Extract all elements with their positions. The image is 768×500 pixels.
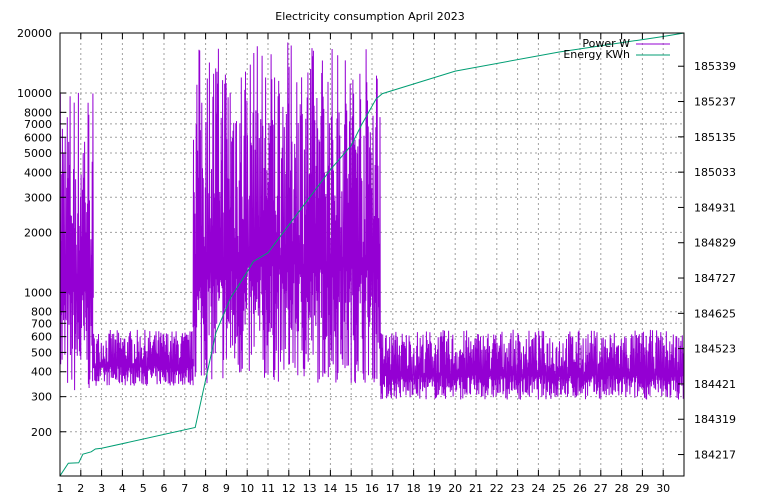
x-tick-label: 3: [98, 482, 105, 495]
y-left-tick-label: 600: [31, 331, 52, 344]
series-layer: [59, 32, 685, 477]
chart-title: Electricity consumption April 2023: [275, 10, 465, 23]
series-power-line: [92, 329, 194, 386]
y-left-tick-label: 7000: [24, 118, 52, 131]
y-right-tick-label: 185237: [694, 96, 736, 109]
legend: Power W Energy KWh: [563, 37, 670, 61]
x-tick-label: 18: [407, 482, 421, 495]
series-power-line: [59, 92, 94, 397]
x-tick-label: 5: [140, 482, 147, 495]
x-tick-label: 4: [119, 482, 126, 495]
y-right-tick-label: 184931: [694, 201, 736, 214]
x-tick-label: 2: [77, 482, 84, 495]
y-left-tick-label: 500: [31, 346, 52, 359]
y-right-tick-label: 184625: [694, 307, 736, 320]
x-tick-label: 24: [531, 482, 545, 495]
y-right-tick-label: 185033: [694, 166, 736, 179]
y-right-tick-label: 184829: [694, 237, 736, 250]
y-right-tick-label: 185339: [694, 60, 736, 73]
y-left-tick-label: 1000: [24, 286, 52, 299]
x-tick-label: 16: [365, 482, 379, 495]
x-tick-label: 26: [573, 482, 587, 495]
x-tick-label: 9: [223, 482, 230, 495]
y-left-tick-label: 5000: [24, 147, 52, 160]
legend-label-energy: Energy KWh: [563, 48, 630, 61]
x-tick-label: 19: [427, 482, 441, 495]
x-tick-label: 17: [386, 482, 400, 495]
x-tick-label: 8: [202, 482, 209, 495]
series-energy-line: [59, 32, 685, 477]
y-left-tick-label: 8000: [24, 106, 52, 119]
x-tick-label: 15: [344, 482, 358, 495]
y-left-tick-label: 6000: [24, 131, 52, 144]
y-left-tick-label: 300: [31, 391, 52, 404]
y-left-tick-label: 20000: [17, 27, 52, 40]
ticks: 1 2 3 4 5 6 7 8 9 10 11 12 13 14 15 16 17 18 19 20 21 22 23 24 2…: [17, 27, 736, 495]
x-tick-label: 30: [656, 482, 670, 495]
x-tick-label: 27: [594, 482, 608, 495]
y-left-tick-label: 800: [31, 306, 52, 319]
x-tick-label: 11: [261, 482, 275, 495]
series-power-line: [379, 329, 685, 400]
y-right-tick-label: 184217: [694, 449, 736, 462]
x-tick-label: 1: [57, 482, 64, 495]
x-tick-label: 12: [282, 482, 296, 495]
legend-label-power: Power W: [582, 37, 630, 50]
x-tick-label: 14: [323, 482, 337, 495]
x-tick-label: 6: [161, 482, 168, 495]
x-tick-label: 22: [490, 482, 504, 495]
y-left-tick-label: 400: [31, 366, 52, 379]
y-left-tick-label: 10000: [17, 87, 52, 100]
y-left-tick-label: 200: [31, 426, 52, 439]
y-right-tick-label: 184523: [694, 343, 736, 356]
y-left-tick-label: 700: [31, 317, 52, 330]
y-right-tick-label: 184319: [694, 413, 736, 426]
x-tick-label: 28: [615, 482, 629, 495]
y-left-tick-label: 3000: [24, 191, 52, 204]
y-right-tick-label: 185135: [694, 131, 736, 144]
x-tick-label: 13: [303, 482, 317, 495]
y-right-tick-label: 184727: [694, 272, 736, 285]
x-tick-label: 20: [448, 482, 462, 495]
y-left-tick-label: 4000: [24, 166, 52, 179]
x-tick-label: 23: [511, 482, 525, 495]
y-left-tick-label: 2000: [24, 226, 52, 239]
x-tick-label: 10: [240, 482, 254, 495]
x-tick-label: 29: [635, 482, 649, 495]
y-right-tick-label: 184421: [694, 378, 736, 391]
x-tick-label: 7: [181, 482, 188, 495]
x-tick-label: 21: [469, 482, 483, 495]
series-power-line: [192, 42, 381, 384]
x-tick-label: 25: [552, 482, 566, 495]
